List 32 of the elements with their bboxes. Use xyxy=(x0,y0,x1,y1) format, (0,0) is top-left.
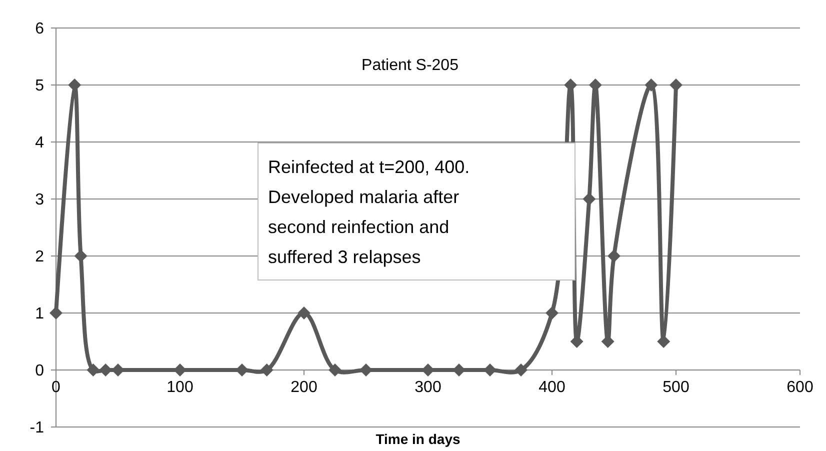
point xyxy=(50,306,62,320)
y-tick-label: 5 xyxy=(35,78,44,95)
x-tick-label: 400 xyxy=(538,379,566,396)
point xyxy=(328,364,342,376)
point xyxy=(514,364,528,376)
point xyxy=(670,78,682,92)
point xyxy=(657,335,670,348)
point xyxy=(582,192,596,206)
point xyxy=(68,78,82,92)
point xyxy=(298,306,310,320)
y-tick-label: -1 xyxy=(30,420,44,437)
point xyxy=(546,306,558,320)
x-tick-label: 200 xyxy=(290,379,318,396)
y-tick-label: 2 xyxy=(35,248,44,266)
annotation: Reinfected at t=200, 400. Developed malaria after second reinfection and suffered 3 relapses xyxy=(268,157,470,267)
y-tick-label: 3 xyxy=(35,192,44,209)
y-tick-label: 0 xyxy=(35,362,44,380)
y-tick-label: 1 xyxy=(35,306,44,323)
point xyxy=(86,364,100,376)
x-axis-title: Time in days xyxy=(376,431,460,447)
x-tick-label: 0 xyxy=(52,379,61,396)
x-tick-label: 300 xyxy=(414,379,442,396)
x-tick-label: 100 xyxy=(166,379,194,396)
point xyxy=(608,250,620,262)
x-tick-label: 600 xyxy=(786,379,814,396)
text: Patient S-205 xyxy=(362,57,459,74)
y-tick-label: 4 xyxy=(35,134,44,152)
point xyxy=(644,78,658,92)
point xyxy=(260,364,274,376)
point xyxy=(74,250,88,262)
x-tick-label: 500 xyxy=(662,379,690,396)
y-tick-label: 6 xyxy=(35,20,44,38)
